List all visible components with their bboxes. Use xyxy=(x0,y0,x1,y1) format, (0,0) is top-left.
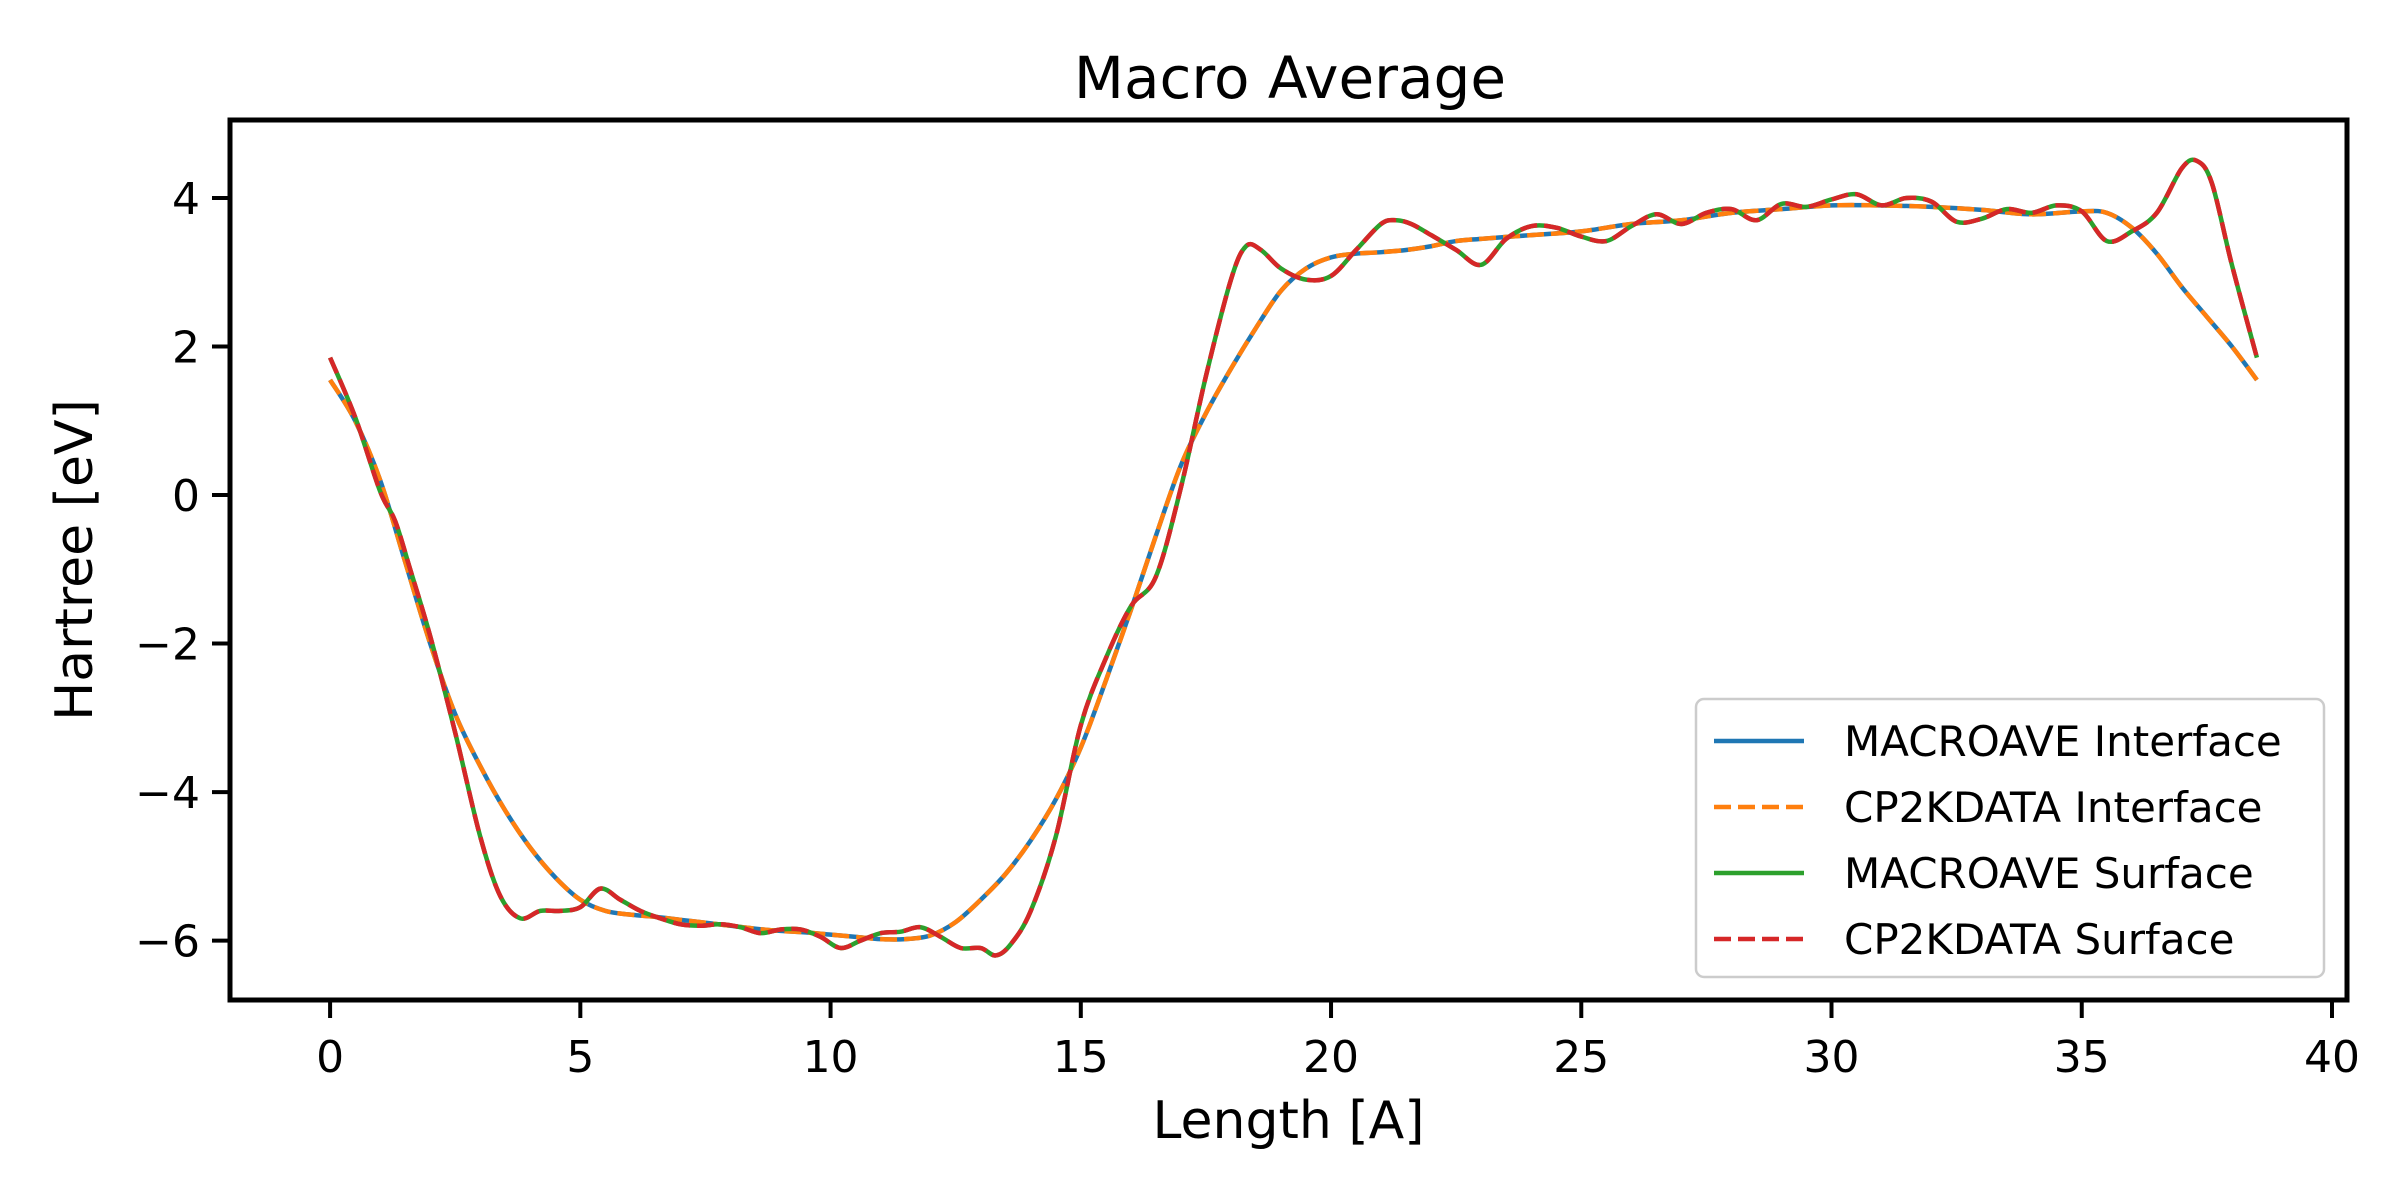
y-tick-label: −6 xyxy=(135,917,200,968)
y-tick-label: 2 xyxy=(172,322,200,373)
x-axis: 0 5 10 15 20 25 30 35 40 xyxy=(316,1000,2360,1083)
y-tick-label: 4 xyxy=(172,174,200,225)
legend-label: MACROAVE Interface xyxy=(1844,717,2282,766)
x-axis-label: Length [A] xyxy=(1152,1091,1424,1151)
x-tick-label: 10 xyxy=(803,1032,859,1083)
x-tick-label: 40 xyxy=(2304,1032,2360,1083)
y-axis: −6 −4 −2 0 2 4 xyxy=(135,174,230,968)
legend-label: CP2KDATA Surface xyxy=(1844,915,2234,964)
x-tick-label: 35 xyxy=(2054,1032,2110,1083)
series-line-4 xyxy=(328,157,2260,958)
y-tick-label: 0 xyxy=(172,471,200,522)
y-tick-label: −2 xyxy=(135,620,200,671)
legend-label: CP2KDATA Interface xyxy=(1844,783,2263,832)
plot-frame xyxy=(227,117,2350,1003)
x-tick-label: 5 xyxy=(566,1032,594,1083)
x-tick-label: 25 xyxy=(1553,1032,1609,1083)
plot-area xyxy=(328,157,2260,958)
x-tick-label: 0 xyxy=(316,1032,344,1083)
chart-title: Macro Average xyxy=(1074,44,1506,112)
y-tick-label: −4 xyxy=(135,768,200,819)
x-tick-label: 30 xyxy=(1804,1032,1860,1083)
legend-box xyxy=(1694,697,2326,979)
legend: MACROAVE Interface CP2KDATA Interface MACR… xyxy=(1694,697,2326,979)
legend-label: MACROAVE Surface xyxy=(1844,849,2254,898)
x-tick-label: 15 xyxy=(1053,1032,1109,1083)
y-axis-label: Hartree [eV] xyxy=(45,399,105,721)
x-tick-label: 20 xyxy=(1303,1032,1359,1083)
